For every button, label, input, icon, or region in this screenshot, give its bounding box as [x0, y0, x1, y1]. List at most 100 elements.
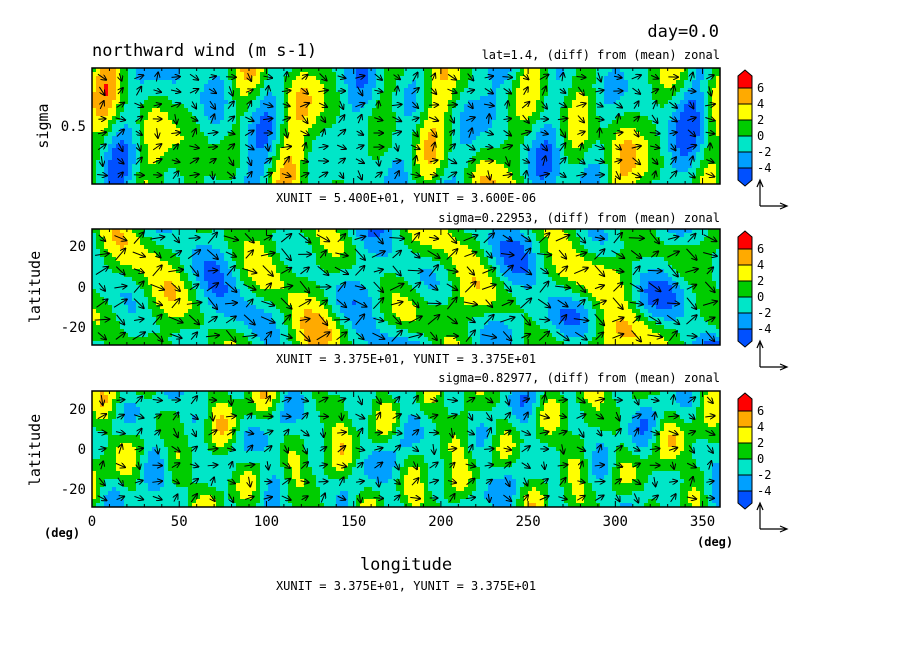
heat-cell	[616, 108, 620, 112]
heat-cell	[328, 104, 332, 108]
heat-cell	[116, 76, 120, 80]
heat-cell	[252, 112, 256, 116]
heat-cell	[372, 148, 376, 152]
heat-cell	[560, 120, 564, 124]
heat-cell	[176, 164, 180, 168]
heat-cell	[476, 76, 480, 80]
heat-cell	[280, 120, 284, 124]
heat-cell	[516, 172, 520, 176]
heat-cell	[348, 172, 352, 176]
heat-cell	[252, 176, 256, 180]
heat-cell	[424, 156, 428, 160]
heat-cell	[128, 152, 132, 156]
heat-cell	[380, 104, 384, 108]
heat-cell	[272, 172, 276, 176]
heat-cell	[408, 176, 412, 180]
heat-cell	[456, 88, 460, 92]
heat-cell	[616, 84, 620, 88]
heat-cell	[488, 124, 492, 128]
heat-cell	[140, 176, 144, 180]
heat-cell	[308, 176, 312, 180]
heat-cell	[512, 164, 516, 168]
heat-cell	[628, 132, 632, 136]
heat-cell	[312, 176, 316, 180]
heat-cell	[344, 168, 348, 172]
heat-cell	[372, 96, 376, 100]
heat-cell	[404, 124, 408, 128]
heat-cell	[628, 104, 632, 108]
heat-cell	[152, 124, 156, 128]
heat-cell	[352, 92, 356, 96]
heat-cell	[444, 152, 448, 156]
heat-cell	[652, 136, 656, 140]
heat-cell	[432, 164, 436, 168]
heat-cell	[108, 112, 112, 116]
heat-cell	[672, 176, 676, 180]
heat-cell	[308, 148, 312, 152]
heat-cell	[672, 108, 676, 112]
heat-cell	[520, 88, 524, 92]
heat-cell	[608, 100, 612, 104]
heat-cell	[108, 148, 112, 152]
heat-cell	[528, 164, 532, 168]
heat-cell	[516, 136, 520, 140]
heat-cell	[384, 160, 388, 164]
heat-cell	[256, 132, 260, 136]
heat-cell	[324, 112, 328, 116]
heat-cell	[240, 160, 244, 164]
heat-cell	[628, 120, 632, 124]
heat-cell	[140, 164, 144, 168]
heat-cell	[508, 80, 512, 84]
heat-cell	[460, 76, 464, 80]
heat-cell	[232, 168, 236, 172]
heat-cell	[404, 92, 408, 96]
heat-cell	[124, 128, 128, 132]
heat-cell	[692, 120, 696, 124]
heat-cell	[488, 84, 492, 88]
heat-cell	[448, 108, 452, 112]
heat-cell	[116, 168, 120, 172]
heat-cell	[164, 156, 168, 160]
heat-cell	[232, 124, 236, 128]
heat-cell	[216, 112, 220, 116]
heat-cell	[200, 176, 204, 180]
heat-cell	[488, 80, 492, 84]
heat-cell	[260, 88, 264, 92]
heat-cell	[464, 128, 468, 132]
heat-cell	[516, 140, 520, 144]
heat-cell	[684, 172, 688, 176]
heat-cell	[404, 96, 408, 100]
heat-cell	[560, 92, 564, 96]
heat-cell	[552, 156, 556, 160]
heat-cell	[528, 116, 532, 120]
heat-cell	[608, 144, 612, 148]
heat-cell	[152, 96, 156, 100]
heat-cell	[660, 144, 664, 148]
heat-cell	[160, 148, 164, 152]
heat-cell	[284, 108, 288, 112]
heat-cell	[440, 120, 444, 124]
heat-cell	[484, 76, 488, 80]
heat-cell	[176, 92, 180, 96]
heat-cell	[132, 152, 136, 156]
heat-cell	[704, 112, 708, 116]
heat-cell	[152, 120, 156, 124]
heat-cell	[548, 148, 552, 152]
heat-cell	[380, 72, 384, 76]
heat-cell	[236, 92, 240, 96]
heat-cell	[140, 108, 144, 112]
heat-cell	[136, 136, 140, 140]
heat-cell	[384, 132, 388, 136]
heat-cell	[252, 140, 256, 144]
heat-cell	[176, 176, 180, 180]
heat-cell	[360, 168, 364, 172]
heat-cell	[680, 120, 684, 124]
heat-cell	[624, 148, 628, 152]
heat-cell	[632, 136, 636, 140]
heat-cell	[108, 88, 112, 92]
heat-cell	[408, 156, 412, 160]
heat-cell	[352, 168, 356, 172]
heat-cell	[368, 92, 372, 96]
heat-cell	[640, 168, 644, 172]
heat-cell	[144, 124, 148, 128]
